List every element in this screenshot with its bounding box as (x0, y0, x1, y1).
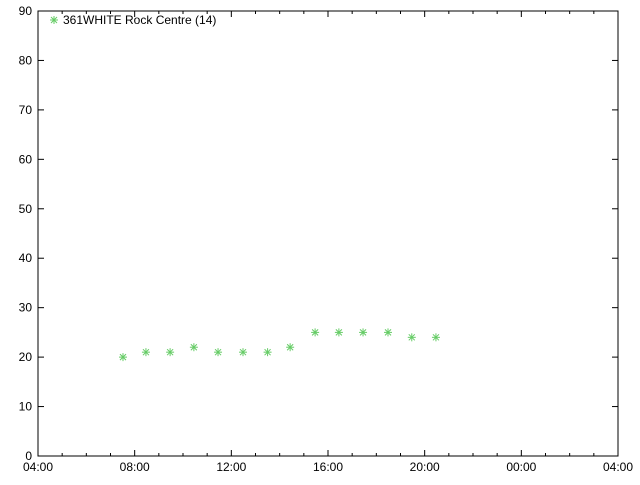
legend-label: 361WHITE Rock Centre (14) (63, 13, 216, 27)
data-point (118, 353, 127, 362)
data-point (407, 333, 416, 342)
data-points (118, 328, 440, 362)
x-tick-label: 12:00 (216, 460, 246, 474)
x-tick-label: 04:00 (23, 460, 53, 474)
x-tick-label: 16:00 (313, 460, 343, 474)
x-tick-label: 20:00 (410, 460, 440, 474)
data-point (359, 328, 368, 337)
data-point (214, 348, 223, 357)
y-tick-label: 10 (19, 400, 33, 414)
y-tick-label: 50 (19, 202, 33, 216)
x-tick-label: 00:00 (506, 460, 536, 474)
y-tick-label: 20 (19, 350, 33, 364)
legend: 361WHITE Rock Centre (14) (50, 13, 216, 27)
y-tick-label: 90 (19, 4, 33, 18)
legend-marker-icon (50, 16, 58, 24)
y-tick-label: 60 (19, 152, 33, 166)
tick-labels: 0 10 20 30 40 50 60 70 80 90 04:00 08:00 12:00 16:00 2… (19, 4, 634, 474)
data-point (263, 348, 272, 357)
axes (37, 10, 619, 457)
y-tick-label: 80 (19, 53, 33, 67)
y-tick-label: 0 (25, 449, 32, 463)
data-point (286, 343, 295, 352)
plot-border (37, 10, 619, 457)
data-point (239, 348, 248, 357)
data-point (166, 348, 175, 357)
data-point (189, 343, 198, 352)
x-tick-label: 04:00 (603, 460, 633, 474)
y-tick-label: 30 (19, 301, 33, 315)
data-point (141, 348, 150, 357)
y-tick-label: 70 (19, 103, 33, 117)
data-point (334, 328, 343, 337)
y-tick-label: 40 (19, 251, 33, 265)
data-point (431, 333, 440, 342)
x-tick-label: 08:00 (120, 460, 150, 474)
data-point (384, 328, 393, 337)
data-point (311, 328, 320, 337)
